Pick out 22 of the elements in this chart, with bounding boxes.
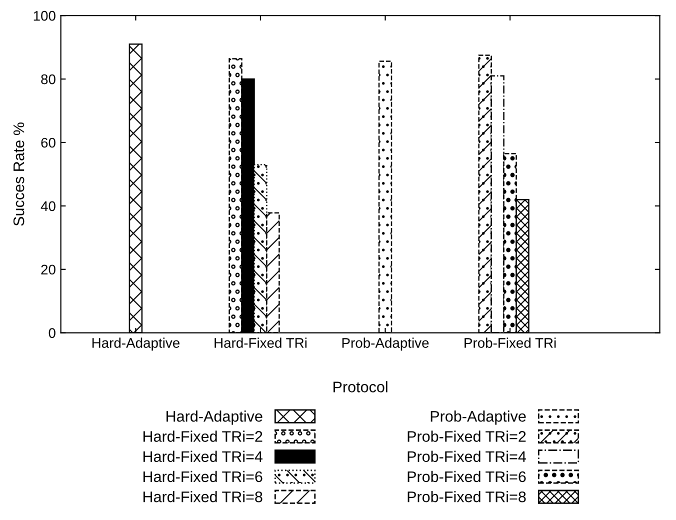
legend-label: Prob-Adaptive <box>430 410 526 425</box>
y-axis-title: Succes Rate % <box>13 122 24 226</box>
legend-label: Hard-Fixed TRi=6 <box>143 470 262 482</box>
legend-label: Prob-Fixed TRi=6 <box>408 470 526 482</box>
x-axis-title: Protocol <box>334 381 388 392</box>
legend-label: Hard-Fixed TRi=8 <box>143 491 262 502</box>
y-tick-label: 20 <box>41 264 56 275</box>
legend-label: Prob-Fixed TRi=2 <box>408 430 526 442</box>
legend-label: Hard-Fixed TRi=4 <box>143 450 263 462</box>
x-tick-label: Hard-Adaptive <box>92 338 180 351</box>
legend-label: Prob-Fixed TRi=8 <box>408 491 526 502</box>
y-tick-label: 80 <box>41 74 56 84</box>
legend-label: Prob-Fixed TRi=4 <box>408 450 526 462</box>
y-tick-label: 100 <box>34 10 56 21</box>
x-tick-label: Prob-Fixed TRi <box>464 338 556 348</box>
y-tick-label: 60 <box>41 138 56 148</box>
x-tick-label: Prob-Adaptive <box>342 338 429 351</box>
x-tick-label: Hard-Fixed TRi <box>214 338 307 348</box>
y-tick-label: 40 <box>40 201 56 212</box>
legend-label: Hard-Fixed TRi=2 <box>143 430 262 442</box>
y-tick-label: 0 <box>48 328 56 338</box>
legend-label: Hard-Adaptive <box>166 410 262 425</box>
